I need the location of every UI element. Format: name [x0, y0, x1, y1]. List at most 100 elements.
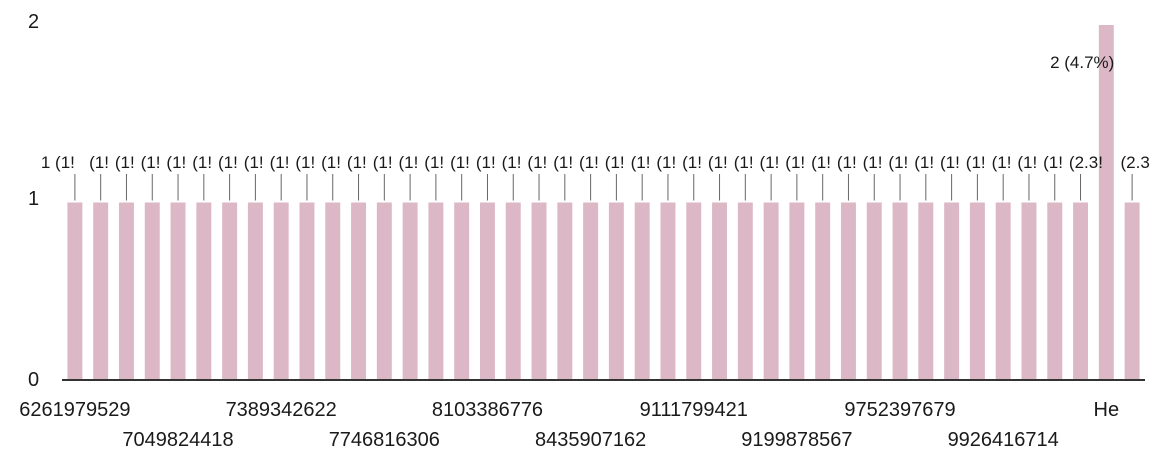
bar [1021, 202, 1037, 380]
y-tick-label: 1 [28, 188, 39, 210]
bar [1047, 202, 1063, 380]
data-label: (1! [115, 153, 135, 172]
x-tick-label: 9752397679 [844, 399, 955, 421]
data-label: (2.3! [1069, 153, 1103, 172]
bar [918, 202, 934, 380]
bar [944, 202, 960, 380]
data-label: (1! [579, 153, 599, 172]
data-label: (1! [863, 153, 883, 172]
data-label: (1! [734, 153, 754, 172]
data-label: (1! [631, 153, 651, 172]
data-label: (1! [760, 153, 780, 172]
data-label: (1! [502, 153, 522, 172]
data-label: (1! [476, 153, 496, 172]
bar [67, 202, 83, 380]
data-label: (1! [785, 153, 805, 172]
data-label: (1! [373, 153, 393, 172]
x-tick-label: 8435907162 [535, 429, 646, 451]
x-tick-label: 9926416714 [948, 429, 1059, 451]
bar [170, 202, 186, 380]
bar [995, 202, 1011, 380]
bar [763, 202, 779, 380]
bar [325, 202, 341, 380]
data-label: (1! [940, 153, 960, 172]
data-label: (1! [605, 153, 625, 172]
bar [1124, 202, 1140, 380]
bar [222, 202, 238, 380]
y-axis-ticks: 2 1 0 [28, 11, 39, 391]
bar [93, 202, 109, 380]
bar [505, 202, 521, 380]
bar [583, 202, 599, 380]
x-tick-label: 9111799421 [640, 399, 748, 421]
bar [402, 202, 418, 380]
x-tick-label: 7746816306 [329, 429, 440, 451]
bar [1098, 25, 1114, 380]
data-label: 1 (1! [41, 153, 75, 172]
x-tick-label: 6261979529 [19, 399, 130, 421]
data-label: (1! [992, 153, 1012, 172]
y-tick-label: 0 [28, 369, 39, 391]
bar [479, 202, 495, 380]
data-label: (1! [244, 153, 264, 172]
bar [428, 202, 444, 380]
bar [531, 202, 547, 380]
bar [737, 202, 753, 380]
bar [634, 202, 650, 380]
x-tick-label: 9199878567 [741, 429, 852, 451]
bar [969, 202, 985, 380]
data-label: (1! [166, 153, 186, 172]
data-label: (1! [553, 153, 573, 172]
bar [351, 202, 367, 380]
data-label: (1! [914, 153, 934, 172]
x-tick-label: 7389342622 [226, 399, 337, 421]
bar [144, 202, 160, 380]
bar [789, 202, 805, 380]
bar [273, 202, 289, 380]
data-label: (1! [141, 153, 161, 172]
data-label: (1! [656, 153, 676, 172]
data-label: (1! [399, 153, 419, 172]
x-tick-label: 7049824418 [122, 429, 233, 451]
label-leader-lines [74, 174, 1133, 201]
bar [118, 202, 134, 380]
bar [608, 202, 624, 380]
bar [712, 202, 728, 380]
x-tick-label: He [1094, 399, 1120, 421]
data-label: (1! [218, 153, 238, 172]
bar [247, 202, 263, 380]
bar [196, 202, 212, 380]
bar [376, 202, 392, 380]
data-label: (2.3 [1121, 153, 1150, 172]
data-label: (1! [837, 153, 857, 172]
bar [1073, 202, 1089, 380]
data-labels: 1 (1! (1! (1! (1! (1! (1! (1! (1! (1! (1! (1! (1! (1… [41, 53, 1150, 172]
data-label: (1! [966, 153, 986, 172]
data-label: (1! [682, 153, 702, 172]
data-label: (1! [888, 153, 908, 172]
data-label: (1! [321, 153, 341, 172]
bar [557, 202, 573, 380]
bar [840, 202, 856, 380]
data-label: (1! [295, 153, 315, 172]
bar-series [67, 25, 1140, 380]
bar [815, 202, 831, 380]
data-label: (1! [450, 153, 470, 172]
bar [299, 202, 315, 380]
y-tick-label: 2 [28, 11, 39, 33]
bar [866, 202, 882, 380]
data-label: (1! [708, 153, 728, 172]
data-label: (1! [424, 153, 444, 172]
data-label: (1! [811, 153, 831, 172]
data-label: (1! [1017, 153, 1037, 172]
x-tick-label: 8103386776 [432, 399, 543, 421]
bar [660, 202, 676, 380]
x-axis-ticks: 6261979529 7049824418 7389342622 7746816306… [19, 399, 1119, 451]
data-label: (1! [1043, 153, 1063, 172]
data-label: 2 (4.7%) [1050, 53, 1114, 72]
bar [686, 202, 702, 380]
data-label: (1! [527, 153, 547, 172]
bar [892, 202, 908, 380]
data-label: (1! [89, 153, 109, 172]
